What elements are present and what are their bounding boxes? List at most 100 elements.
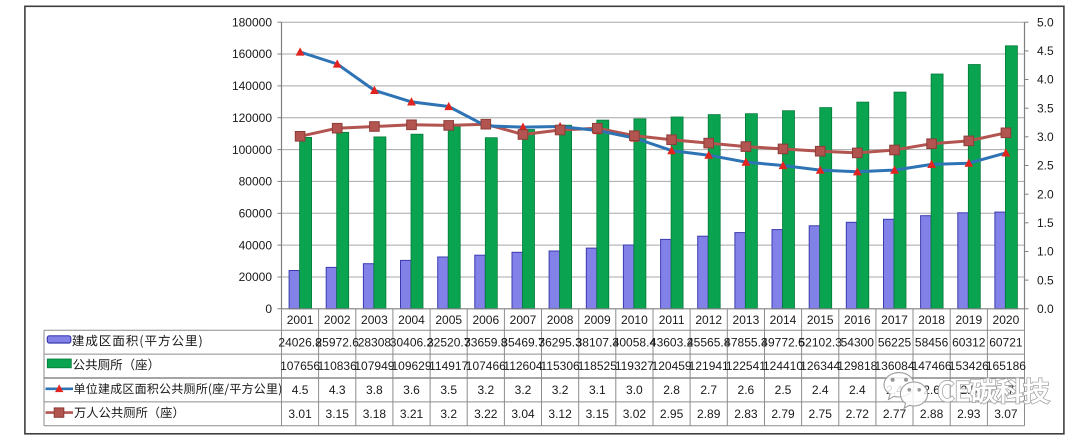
svg-text:49772.6: 49772.6	[761, 335, 805, 349]
svg-text:120000: 120000	[232, 111, 272, 125]
svg-text:60312: 60312	[952, 335, 986, 349]
svg-text:54300: 54300	[841, 335, 875, 349]
svg-text:58456: 58456	[915, 335, 949, 349]
svg-text:56225: 56225	[878, 335, 912, 349]
svg-text:2019: 2019	[955, 313, 982, 327]
svg-text:45565.8: 45565.8	[687, 335, 731, 349]
svg-text:25972.6: 25972.6	[316, 335, 360, 349]
svg-text:147466: 147466	[912, 359, 952, 373]
svg-text:118525: 118525	[578, 359, 617, 373]
svg-text:2018: 2018	[918, 313, 945, 327]
svg-text:136084: 136084	[874, 359, 914, 373]
svg-text:60000: 60000	[239, 207, 273, 221]
svg-text:3.07: 3.07	[994, 407, 1018, 421]
svg-text:28308: 28308	[358, 335, 392, 349]
svg-text:3.15: 3.15	[586, 407, 610, 421]
svg-text:2.4: 2.4	[812, 383, 829, 397]
svg-text:43603.2: 43603.2	[650, 335, 694, 349]
svg-text:2013: 2013	[733, 313, 760, 327]
svg-text:47855.3: 47855.3	[724, 335, 768, 349]
svg-text:2014: 2014	[770, 313, 797, 327]
svg-text:3.15: 3.15	[326, 407, 350, 421]
svg-text:2020: 2020	[993, 313, 1020, 327]
svg-text:32520.7: 32520.7	[427, 335, 471, 349]
svg-text:80000: 80000	[239, 175, 273, 189]
svg-text:5.0: 5.0	[1037, 15, 1054, 29]
svg-text:2006: 2006	[472, 313, 499, 327]
svg-text:3.2: 3.2	[552, 383, 569, 397]
svg-text:3.02: 3.02	[623, 407, 647, 421]
svg-text:110836: 110836	[318, 359, 357, 373]
svg-text:3.21: 3.21	[400, 407, 424, 421]
svg-text:122541: 122541	[726, 359, 766, 373]
svg-text:140000: 140000	[232, 79, 272, 93]
svg-text:2012: 2012	[695, 313, 722, 327]
svg-text:3.04: 3.04	[511, 407, 535, 421]
svg-text:3.0: 3.0	[1037, 130, 1054, 144]
svg-text:2.75: 2.75	[809, 407, 833, 421]
svg-text:2.83: 2.83	[734, 407, 758, 421]
svg-text:114917: 114917	[429, 359, 468, 373]
svg-text:60721: 60721	[989, 335, 1023, 349]
svg-text:165186: 165186	[986, 359, 1026, 373]
svg-text:35469.7: 35469.7	[501, 335, 545, 349]
svg-text:2.79: 2.79	[771, 407, 795, 421]
svg-text:3.8: 3.8	[366, 383, 383, 397]
svg-text:2009: 2009	[584, 313, 611, 327]
svg-text:2.93: 2.93	[957, 407, 981, 421]
svg-text:120459: 120459	[652, 359, 692, 373]
svg-text:2.89: 2.89	[697, 407, 721, 421]
svg-text:107949: 107949	[354, 359, 394, 373]
svg-text:2005: 2005	[435, 313, 462, 327]
svg-text:107466: 107466	[466, 359, 506, 373]
svg-text:126344: 126344	[800, 359, 840, 373]
svg-text:180000: 180000	[232, 15, 272, 29]
svg-text:33659.8: 33659.8	[464, 335, 508, 349]
svg-text:121941: 121941	[689, 359, 729, 373]
svg-text:0.0: 0.0	[1037, 302, 1054, 316]
svg-text:2.77: 2.77	[883, 407, 907, 421]
svg-text:2.6: 2.6	[738, 383, 755, 397]
svg-text:24026.8: 24026.8	[278, 335, 322, 349]
svg-text:2007: 2007	[510, 313, 537, 327]
svg-text:3.1: 3.1	[589, 383, 606, 397]
svg-text:2.7: 2.7	[700, 383, 717, 397]
svg-text:2004: 2004	[398, 313, 425, 327]
svg-text:2.72: 2.72	[846, 407, 870, 421]
svg-text:4.5: 4.5	[292, 383, 309, 397]
svg-text:3.22: 3.22	[474, 407, 498, 421]
svg-text:40000: 40000	[239, 238, 273, 252]
svg-text:112604: 112604	[503, 359, 542, 373]
svg-text:36295.3: 36295.3	[538, 335, 582, 349]
svg-text:3.12: 3.12	[548, 407, 572, 421]
svg-text:3.6: 3.6	[403, 383, 420, 397]
svg-text:109629: 109629	[391, 359, 431, 373]
svg-text:3.2: 3.2	[477, 383, 494, 397]
svg-text:2.5: 2.5	[775, 383, 792, 397]
svg-text:2011: 2011	[659, 313, 685, 327]
svg-text:40058.4: 40058.4	[613, 335, 657, 349]
svg-text:129818: 129818	[837, 359, 877, 373]
svg-text:30406.2: 30406.2	[390, 335, 434, 349]
svg-text:2.4: 2.4	[849, 383, 866, 397]
svg-text:4.0: 4.0	[1037, 73, 1054, 87]
svg-text:52102.3: 52102.3	[799, 335, 843, 349]
svg-text:3.0: 3.0	[626, 383, 643, 397]
svg-text:38107.3: 38107.3	[576, 335, 620, 349]
svg-text:2.88: 2.88	[920, 407, 944, 421]
svg-text:4.3: 4.3	[329, 383, 346, 397]
svg-text:2008: 2008	[547, 313, 574, 327]
svg-text:2.8: 2.8	[663, 383, 680, 397]
svg-text:2017: 2017	[881, 313, 908, 327]
svg-text:2003: 2003	[361, 313, 388, 327]
svg-text:2001: 2001	[287, 313, 314, 327]
svg-text:3.2: 3.2	[515, 383, 532, 397]
svg-text:2.0: 2.0	[1037, 187, 1054, 201]
svg-text:100000: 100000	[232, 143, 272, 157]
svg-text:3.2: 3.2	[440, 407, 457, 421]
svg-text:3.18: 3.18	[363, 407, 387, 421]
svg-text:2016: 2016	[844, 313, 871, 327]
svg-text:1.0: 1.0	[1037, 245, 1054, 259]
svg-text:115306: 115306	[541, 359, 580, 373]
svg-text:3.01: 3.01	[288, 407, 312, 421]
